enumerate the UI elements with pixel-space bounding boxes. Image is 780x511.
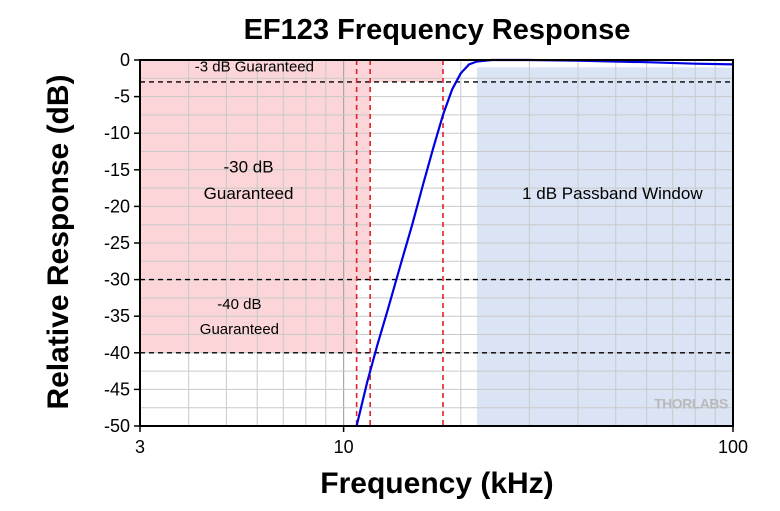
annotation-minus3: -3 dB Guaranteed [195, 59, 314, 76]
y-tick-label: -50 [104, 416, 130, 436]
y-axis-title: Relative Response (dB) [42, 74, 75, 409]
y-tick-label: -40 [104, 343, 130, 363]
thorlabs-watermark: THORLABS [654, 395, 728, 411]
annotation-passband: 1 dB Passband Window [522, 184, 703, 203]
grid [140, 60, 733, 426]
reference-lines [140, 60, 733, 426]
annotation-minus30-line1: -30 dB [223, 158, 273, 177]
chart-title: EF123 Frequency Response [244, 14, 631, 46]
x-tick-label: 10 [334, 437, 354, 457]
x-axis-title: Frequency (kHz) [320, 467, 553, 500]
annotation-minus40-line2: Guaranteed [200, 321, 279, 338]
y-tick-label: -10 [104, 123, 130, 143]
x-tick-label: 100 [718, 437, 748, 457]
annotation-minus40-line1: -40 dB [217, 296, 261, 313]
y-tick-labels: 0 -5 -10 -15 -20 -25 -30 -35 -40 -45 -50 [104, 50, 140, 436]
region-3 [476, 67, 733, 426]
y-tick-label: -25 [104, 233, 130, 253]
x-tick-labels: 3 10 100 [135, 426, 748, 457]
y-tick-label: -20 [104, 196, 130, 216]
y-tick-label: -35 [104, 306, 130, 326]
y-tick-label: -45 [104, 379, 130, 399]
region-1 [140, 81, 371, 280]
y-tick-label: -5 [114, 87, 130, 107]
y-tick-label: -30 [104, 270, 130, 290]
x-tick-label: 3 [135, 437, 145, 457]
region-0 [140, 60, 444, 82]
y-tick-label: 0 [120, 50, 130, 70]
annotation-minus30-line2: Guaranteed [204, 184, 294, 203]
y-tick-label: -15 [104, 160, 130, 180]
